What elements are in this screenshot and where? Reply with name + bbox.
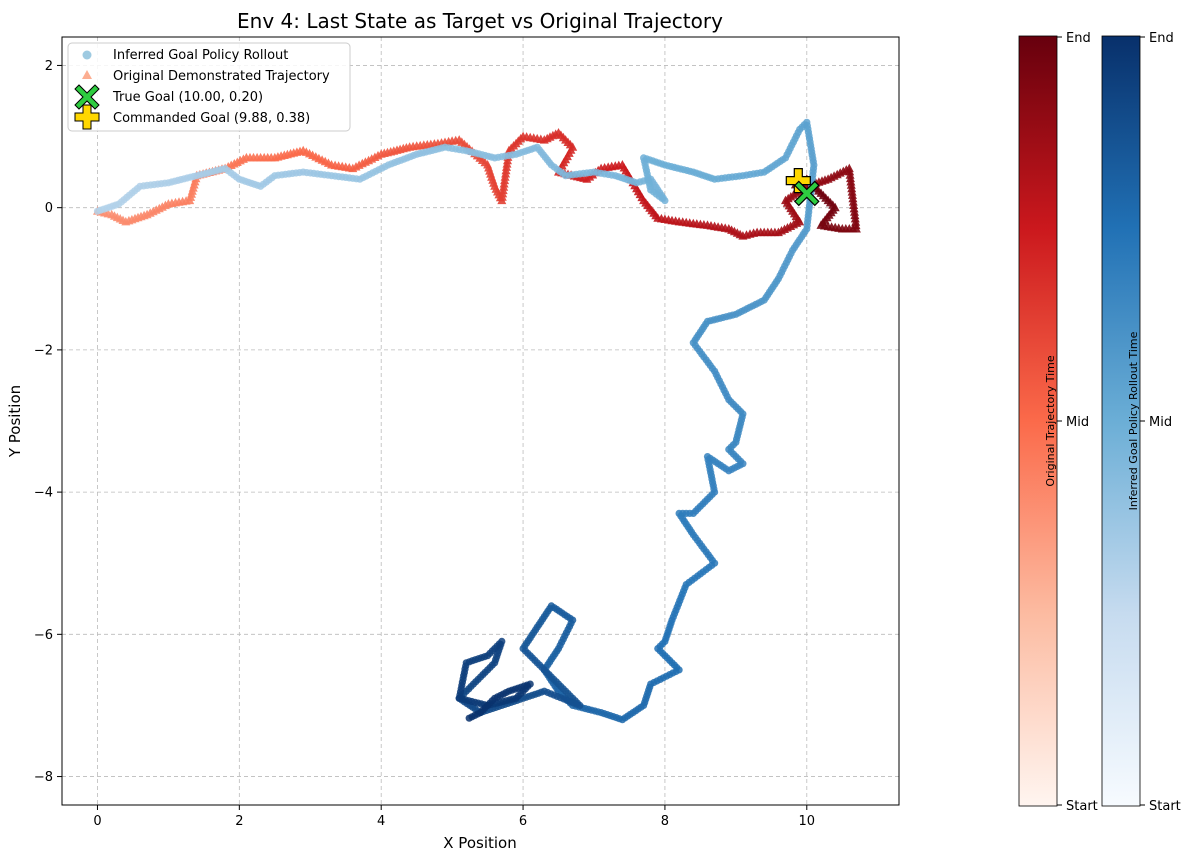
x-tick-label: 0 bbox=[93, 814, 101, 829]
plot-frame bbox=[61, 36, 900, 806]
x-tick-label: 8 bbox=[661, 814, 669, 829]
plot-points bbox=[93, 118, 861, 724]
legend-label-original: Original Demonstrated Trajectory bbox=[113, 69, 330, 84]
true-goal-marker bbox=[793, 180, 820, 207]
x-tick-label: 2 bbox=[235, 814, 243, 829]
y-tick-label: −2 bbox=[34, 343, 53, 358]
colorbar-original-tick-mid: Mid bbox=[1066, 415, 1089, 430]
legend-marker-rollout bbox=[82, 50, 92, 60]
x-axis-label: X Position bbox=[443, 834, 516, 852]
y-tick-label: 2 bbox=[45, 59, 53, 74]
chart-title: Env 4: Last State as Target vs Original … bbox=[237, 9, 723, 33]
axis-ticks: 0 2 4 6 8 10 2 0 −2 −4 −6 −8 bbox=[34, 59, 815, 829]
colorbar-rollout-tick-mid: Mid bbox=[1149, 415, 1172, 430]
legend-box bbox=[67, 42, 351, 132]
colorbar-rollout-tick-end: End bbox=[1149, 31, 1174, 46]
colorbar-original: End Mid Start Original Trajectory Time bbox=[1018, 31, 1098, 814]
legend-marker-commanded-goal bbox=[74, 104, 100, 130]
legend-label-true-goal: True Goal (10.00, 0.20) bbox=[112, 90, 263, 105]
colorbar-rollout-label: Inferred Goal Policy Rollout Time bbox=[1127, 331, 1140, 510]
y-tick-label: −8 bbox=[34, 770, 53, 785]
y-axis-label: Y Position bbox=[6, 385, 24, 458]
x-tick-label: 6 bbox=[519, 814, 527, 829]
colorbar-rollout: End Mid Start Inferred Goal Policy Rollo… bbox=[1101, 31, 1181, 814]
y-tick-label: −4 bbox=[34, 486, 53, 501]
colorbar-original-label: Original Trajectory Time bbox=[1044, 355, 1057, 487]
x-tick-label: 4 bbox=[377, 814, 385, 829]
legend-label-rollout: Inferred Goal Policy Rollout bbox=[113, 48, 288, 63]
x-tick-label: 10 bbox=[799, 814, 816, 829]
legend: Inferred Goal Policy Rollout Original De… bbox=[67, 42, 351, 132]
legend-marker-original bbox=[82, 70, 92, 79]
y-tick-label: −6 bbox=[34, 628, 53, 643]
colorbar-original-gradient bbox=[1018, 35, 1058, 807]
colorbar-original-tick-end: End bbox=[1066, 31, 1091, 46]
y-tick-label: 0 bbox=[45, 201, 53, 216]
rollout-point bbox=[465, 714, 473, 722]
legend-marker-true-goal bbox=[74, 84, 100, 110]
colorbar-rollout-gradient bbox=[1101, 35, 1141, 807]
legend-label-commanded-goal: Commanded Goal (9.88, 0.38) bbox=[113, 111, 310, 126]
colorbar-original-tick-start: Start bbox=[1066, 799, 1098, 814]
colorbar-rollout-tick-start: Start bbox=[1149, 799, 1181, 814]
